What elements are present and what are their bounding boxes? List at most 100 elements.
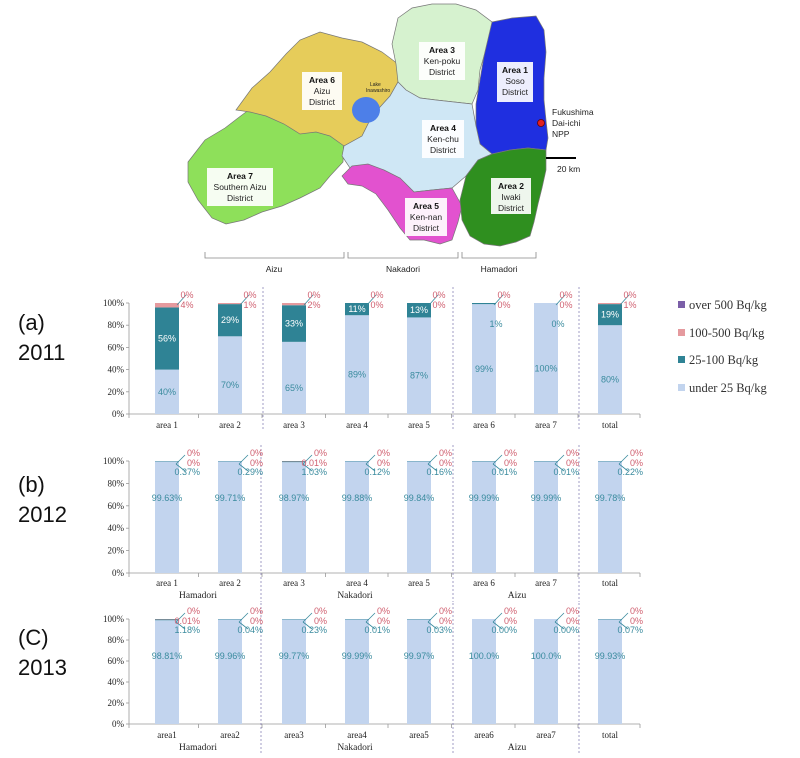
map-label-line1-area3: Ken-poku [424, 56, 461, 66]
callout-line [428, 294, 439, 306]
map-label-box-area3 [419, 42, 465, 80]
value-label-over500: 0% [250, 448, 263, 458]
bar-segment [282, 461, 306, 463]
map-label-line1-area5: Ken-nan [410, 212, 442, 222]
map-label-line2-area2: District [498, 203, 525, 213]
value-label-100-500: 0% [566, 616, 579, 626]
value-label-100-500: 0% [630, 616, 643, 626]
value-label-over500: 0% [250, 606, 263, 616]
callout-line [239, 294, 250, 306]
value-label-under25: 99.99% [531, 493, 562, 503]
value-label-25-100: 11% [348, 304, 365, 314]
bar-segment [282, 303, 306, 306]
value-label-25-100: 0.04% [237, 625, 263, 635]
category-label: area7 [536, 730, 556, 740]
value-label-25-100: 0.01% [364, 625, 390, 635]
category-label: area 2 [219, 420, 241, 430]
legend-swatch-25-100 [678, 356, 685, 363]
bar-segment [472, 303, 496, 305]
value-label-under25: 80% [601, 375, 619, 385]
map-label-box-area5 [405, 198, 447, 236]
bar-segment [407, 317, 431, 414]
callout-line [618, 621, 629, 630]
bar-segment [155, 619, 179, 621]
map-label-box-area7 [207, 168, 273, 206]
bar-segment [598, 619, 622, 724]
map-label-line2-area3: District [429, 67, 456, 77]
value-label-over500: 0% [180, 290, 193, 300]
lake-label-1: Lake [370, 82, 381, 88]
value-label-under25: 100% [534, 364, 557, 374]
category-label: area2 [220, 730, 239, 740]
value-label-100-500: 0% [504, 458, 517, 468]
callout-line [493, 294, 504, 306]
region-label: Aizu [508, 743, 527, 753]
map-label-title-area1: Area 1 [502, 65, 528, 75]
map-label-title-area2: Area 2 [498, 181, 524, 191]
callout-line [238, 612, 249, 623]
value-label-under25: 98.81% [152, 651, 183, 661]
callout-line [492, 621, 503, 630]
y-tick-label: 80% [108, 635, 125, 645]
bar-segment [407, 619, 431, 724]
callout-line [302, 612, 313, 623]
category-label: area 5 [408, 578, 430, 588]
legend-label-25-100: 25-100 Bq/kg [689, 353, 759, 367]
value-label-over500: 0% [243, 290, 256, 300]
value-label-100-500: 1% [243, 300, 256, 310]
panel-b-label: (b) [18, 472, 45, 497]
value-label-over500: 0% [623, 290, 636, 300]
y-tick-label: 40% [108, 523, 125, 533]
map-label-title-area7: Area 7 [227, 171, 253, 181]
callout-line [365, 621, 376, 630]
value-label-over500: 0% [377, 448, 390, 458]
value-label-100-500: 0% [566, 458, 579, 468]
map-label-line2-area6: District [309, 97, 336, 107]
panel-b-year: 2012 [18, 502, 67, 527]
category-label: total [602, 730, 618, 740]
bar-segment [407, 303, 431, 318]
bar-segment [472, 619, 496, 724]
legend-swatch-under25 [678, 384, 685, 391]
map-label-line2-area7: District [227, 193, 254, 203]
y-tick-label: 60% [108, 501, 125, 511]
lake-label-2: Inawashiro [366, 88, 390, 94]
bar-segment [534, 619, 558, 724]
value-label-under25: 89% [348, 370, 366, 380]
value-label-under25: 99.88% [342, 493, 373, 503]
callout-line [554, 621, 565, 630]
bar-segment [218, 461, 242, 573]
y-tick-label: 20% [108, 387, 125, 397]
map-label-line2-area1: District [502, 87, 529, 97]
y-tick-label: 100% [103, 614, 125, 624]
y-tick-label: 0% [112, 409, 125, 419]
bar-segment [218, 619, 242, 724]
bar-segment [282, 305, 306, 342]
bar-segment [534, 461, 558, 573]
value-label-100-500: 0% [250, 616, 263, 626]
callout-line [176, 294, 187, 306]
category-label: area 2 [219, 578, 241, 588]
value-label-under25: 99.96% [215, 651, 246, 661]
value-label-under25: 99.93% [595, 651, 626, 661]
callout-line [492, 454, 503, 465]
lake-inawashiro [352, 97, 380, 123]
value-label-under25: 98.97% [279, 493, 310, 503]
callout-line [365, 454, 376, 465]
legend-label-100-500: 100-500 Bq/kg [689, 326, 765, 340]
value-label-25-100: 0.12% [364, 467, 390, 477]
callout-line [619, 294, 630, 306]
category-label: area 3 [283, 578, 305, 588]
value-label-100-500: 0% [559, 300, 572, 310]
callout-line [302, 454, 313, 465]
bar-segment [534, 303, 558, 414]
value-label-100-500: 0% [432, 300, 445, 310]
callout-line [427, 612, 438, 623]
category-label: area 1 [156, 420, 178, 430]
bar-segment [345, 303, 369, 316]
callout-line [175, 454, 186, 465]
value-label-25-100: 33% [285, 319, 303, 329]
callout-line [555, 294, 566, 306]
bar-segment [282, 619, 306, 724]
value-label-over500: 0% [432, 290, 445, 300]
